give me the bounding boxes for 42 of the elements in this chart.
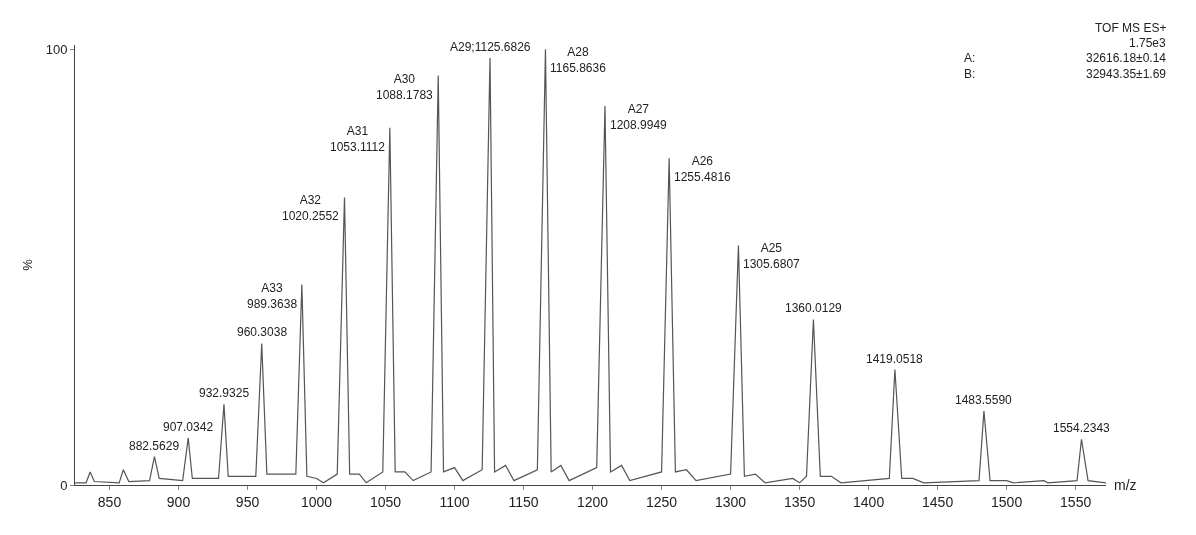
annotation: A: — [964, 51, 976, 65]
annotation: 907.0342 — [163, 420, 214, 434]
x-tick-label: 950 — [235, 493, 260, 510]
annotation: 1419.0518 — [866, 352, 924, 366]
annotation: A26 1255.4816 — [674, 154, 732, 184]
x-tick-label: 1450 — [922, 493, 954, 510]
x-tick-label: 1300 — [715, 493, 747, 510]
x-tick-label: 900 — [166, 493, 191, 510]
x-tick-label: 1350 — [784, 493, 816, 510]
x-tick-label: 1250 — [646, 493, 678, 510]
annotation: A29;1125.6826 — [450, 40, 531, 54]
annotation: 960.3038 — [237, 325, 288, 339]
annotation: 32616.18±0.14 — [1086, 51, 1167, 65]
annotation: 1554.2343 — [1053, 421, 1111, 435]
text: TOF MS ES+ — [1095, 21, 1167, 35]
annotation: A25 1305.6807 — [743, 241, 801, 271]
y-axis-title: % — [19, 258, 35, 271]
annotation: A33 989.3638 — [247, 281, 298, 311]
annotation: A32 1020.2552 — [282, 193, 340, 223]
annotation: 1360.0129 — [785, 301, 843, 315]
x-tick-label: 850 — [97, 493, 122, 510]
y-tick-label: 100 — [45, 41, 68, 57]
x-tick-label: 1050 — [369, 493, 402, 510]
annotation: 32943.35±1.69 — [1086, 67, 1167, 81]
annotation: 1483.5590 — [955, 393, 1013, 407]
annotation: A27 1208.9949 — [610, 102, 668, 132]
x-axis-title: m/z — [1114, 477, 1137, 493]
x-tick-label: 1150 — [508, 493, 539, 510]
x-tick-label: 1000 — [300, 493, 333, 510]
annotation: 932.9325 — [199, 386, 250, 400]
annotation: B: — [964, 67, 976, 81]
annotation: A31 1053.1112 — [330, 124, 386, 154]
annotation: 882.5629 — [129, 439, 180, 453]
annotation: A30 1088.1783 — [376, 72, 434, 102]
annotation: A28 1165.8636 — [550, 45, 607, 75]
x-tick-label: 1100 — [439, 493, 470, 510]
text: 1.75e3 — [1129, 36, 1167, 50]
x-tick-label: 1200 — [576, 493, 609, 510]
x-tick-label: 1550 — [1060, 493, 1092, 510]
x-tick-label: 1500 — [991, 493, 1023, 510]
y-tick-label: 0 — [60, 477, 68, 493]
x-tick-label: 1400 — [853, 493, 885, 510]
